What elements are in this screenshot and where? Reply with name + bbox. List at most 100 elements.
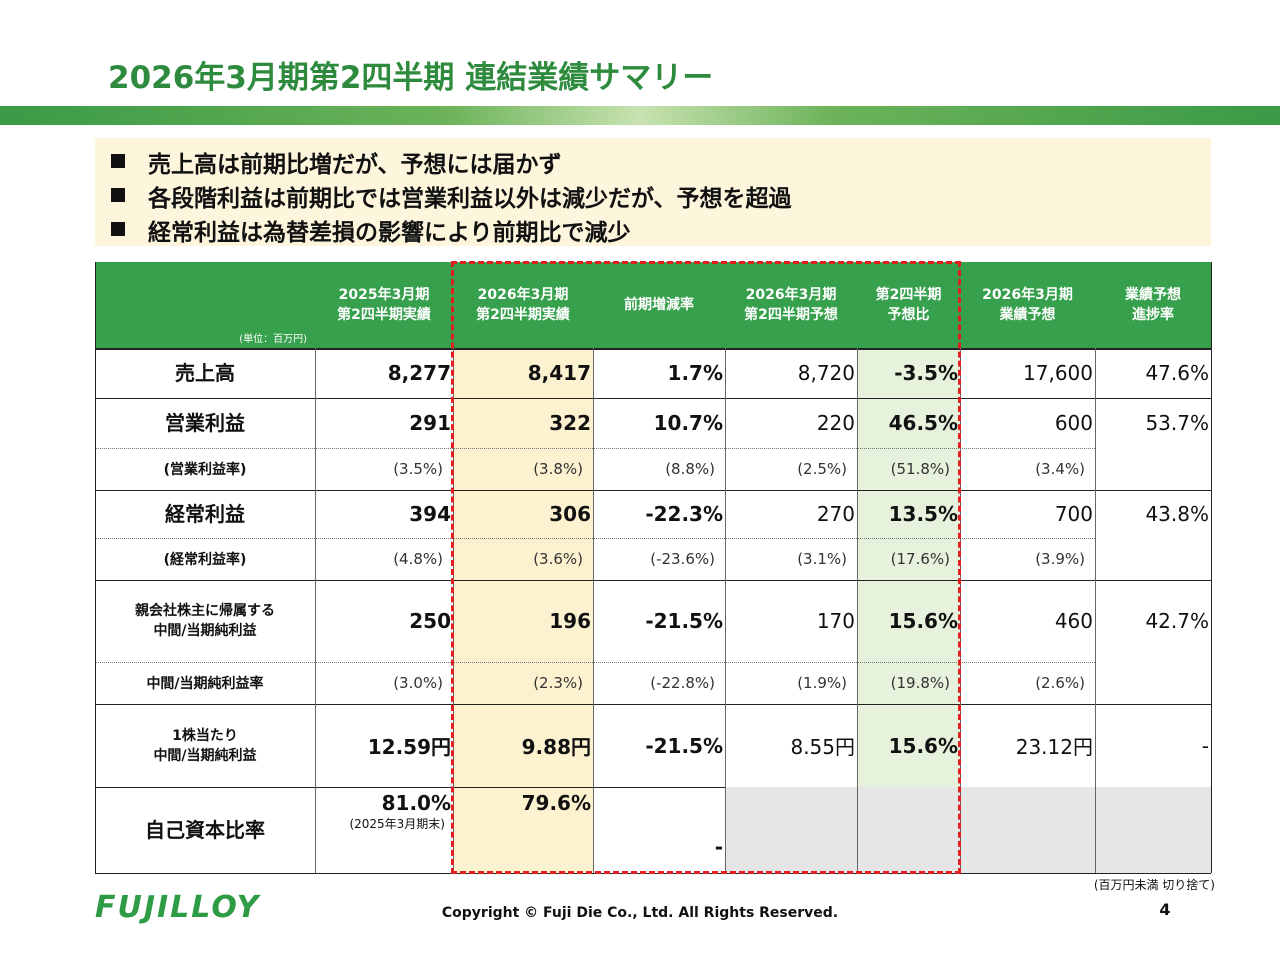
empty-cells xyxy=(725,787,1211,873)
text-line: 営業利益 xyxy=(165,411,245,435)
text-line: 業績予想 xyxy=(999,307,1056,323)
bullet-mark xyxy=(111,188,125,202)
bullet-text: 経常利益は為替差損の影響により前期比で減少 xyxy=(148,220,631,246)
text-line: 中間/当期純利益率 xyxy=(146,676,264,692)
value-cell: 291 xyxy=(409,411,451,435)
text-line: 経常利益 xyxy=(165,502,245,526)
value-cell: 46.5% xyxy=(888,411,958,435)
unit-label: (単位：百万円) xyxy=(239,334,307,345)
value-cell: 15.6% xyxy=(888,733,958,758)
ratio-cell: (-23.6%) xyxy=(650,550,715,568)
column-header: 前期増減率 xyxy=(593,262,725,348)
row-label: 1株当たり 中間/当期純利益 xyxy=(95,704,315,787)
row-label: 売上高 xyxy=(95,348,315,398)
row-border xyxy=(95,704,1211,705)
column-header: 2026年3月期 第2四半期実績 xyxy=(453,262,593,348)
progress-cell: 53.7% xyxy=(1145,411,1209,435)
row-label: 中間/当期純利益率 xyxy=(95,662,315,704)
text-line: 2026年3月期 xyxy=(745,287,837,303)
value-cell: 170 xyxy=(816,609,855,633)
column-border xyxy=(1095,348,1096,873)
column-border xyxy=(95,262,96,873)
title: 2026年3月期第2四半期 連結業績サマリー xyxy=(108,60,714,96)
value-cell: 12.59円 xyxy=(367,735,451,759)
value-cell: 8.55円 xyxy=(790,735,855,759)
value-cell: 600 xyxy=(1054,411,1093,435)
value-cell: 250 xyxy=(409,609,451,633)
value-cell: 460 xyxy=(1054,609,1093,633)
bullet-text: 各段階利益は前期比では営業利益以外は減少だが、予想を超過 xyxy=(148,186,792,212)
text-line: (営業利益率) xyxy=(163,462,247,478)
text-line: (経常利益率) xyxy=(163,552,247,568)
ratio-cell: (3.9%) xyxy=(1035,550,1085,568)
value-cell: 270 xyxy=(816,502,855,526)
column-border xyxy=(315,348,316,873)
ratio-cell: (19.8%) xyxy=(890,674,950,692)
page-number: 4 xyxy=(1159,900,1171,919)
progress-cell: 47.6% xyxy=(1145,361,1209,385)
ratio-cell: (3.0%) xyxy=(393,674,443,692)
value-cell: -22.3% xyxy=(645,502,723,526)
column-border xyxy=(857,348,858,873)
text-line: 2025年3月期 xyxy=(338,287,430,303)
ratio-cell: (3.4%) xyxy=(1035,460,1085,478)
value-cell: -21.5% xyxy=(645,733,723,758)
ratio-cell: (17.6%) xyxy=(890,550,950,568)
column-header: 第2四半期予想比 xyxy=(857,262,960,348)
column-border xyxy=(725,348,726,873)
ratio-cell: (-22.8%) xyxy=(650,674,715,692)
value-note: (2025年3月期末) xyxy=(349,817,445,831)
ratio-cell: (3.8%) xyxy=(533,460,583,478)
value-cell: -3.5% xyxy=(894,361,958,385)
text-line: 2026年3月期 xyxy=(477,287,569,303)
bullet-mark xyxy=(111,222,125,236)
value-cell: 8,720 xyxy=(797,361,855,385)
ratio-cell: (8.8%) xyxy=(665,460,715,478)
text-line: 第2四半期予想 xyxy=(744,307,838,323)
row-border xyxy=(95,580,1211,581)
text-line: 中間/当期純利益 xyxy=(153,747,257,764)
value-cell: 23.12円 xyxy=(1015,735,1093,759)
value-cell: - xyxy=(714,835,723,859)
compare-col xyxy=(857,348,960,787)
value-cell: 9.88円 xyxy=(521,735,591,759)
dotted-divider xyxy=(95,448,1095,449)
text-line: 業績予想 xyxy=(1125,287,1181,303)
row-border xyxy=(95,398,1211,399)
text-line: 前期増減率 xyxy=(624,297,694,313)
highlight-frame xyxy=(451,261,961,874)
bullet-text: 売上高は前期比増だが、予想には届かず xyxy=(148,152,562,178)
header-bar xyxy=(0,106,1280,125)
ratio-cell: (3.1%) xyxy=(797,550,847,568)
summary-box xyxy=(95,138,1211,246)
value-cell: 15.6% xyxy=(888,609,958,633)
value-cell: 8,277 xyxy=(387,361,451,385)
value-cell: 196 xyxy=(549,609,591,633)
text-line: 予想比 xyxy=(887,307,930,323)
ratio-cell: (51.8%) xyxy=(890,460,950,478)
text-line: 第2四半期 xyxy=(875,287,942,303)
text-line: 売上高 xyxy=(175,361,235,385)
value-cell: 220 xyxy=(816,411,855,435)
value-cell: 10.7% xyxy=(653,411,723,435)
value-cell: 1.7% xyxy=(667,361,723,385)
row-label: 営業利益 xyxy=(95,398,315,448)
column-border xyxy=(1211,262,1212,873)
value-cell: 79.6% xyxy=(521,791,591,815)
ratio-cell: (3.5%) xyxy=(393,460,443,478)
value-cell: 13.5% xyxy=(888,502,958,526)
progress-cell: - xyxy=(1201,733,1209,758)
row-label: 経常利益 xyxy=(95,490,315,538)
copyright: Copyright © Fuji Die Co., Ltd. All Right… xyxy=(441,905,839,921)
value-cell: 700 xyxy=(1054,502,1093,526)
header-row xyxy=(95,262,1211,348)
progress-cell: 43.8% xyxy=(1145,502,1209,526)
value-cell: 81.0% xyxy=(381,791,451,815)
ratio-cell: (2.6%) xyxy=(1035,674,1085,692)
dotted-divider xyxy=(95,538,1095,539)
bullet-mark xyxy=(111,154,125,168)
column-border xyxy=(593,348,594,873)
text-line: 2026年3月期 xyxy=(982,287,1073,303)
dotted-divider xyxy=(95,662,1095,663)
